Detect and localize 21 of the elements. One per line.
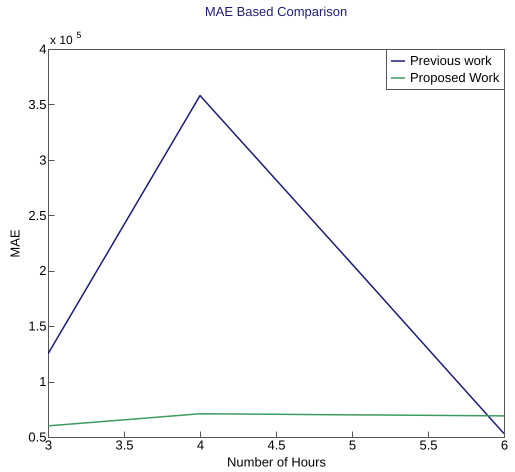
y-tick-label: 3.5 — [28, 96, 46, 112]
y-tick-label: 4 — [39, 42, 46, 56]
x-axis-title: Number of Hours — [227, 454, 326, 470]
chart-title: MAE Based Comparison — [204, 4, 348, 19]
x-tick-label: 5.5 — [419, 438, 438, 452]
y-tick-label: 0.5 — [28, 430, 46, 444]
y-axis-title: MAE — [7, 229, 22, 258]
x-tick-label: 4 — [196, 438, 204, 452]
line-series — [48, 94, 504, 434]
y-tick-label: 2.5 — [28, 208, 46, 223]
y-tick-label: 1 — [39, 374, 46, 390]
y-tick-label: 3 — [39, 152, 46, 168]
x-tick-label: 4.5 — [267, 438, 286, 452]
line-series — [48, 412, 504, 427]
y-tick-label: 1.5 — [28, 318, 46, 334]
x-tick-label: 6 — [500, 438, 508, 452]
x-tick-label: 5 — [348, 438, 356, 452]
legend-label: Previous work — [410, 53, 492, 68]
legend-label: Proposed Work — [410, 70, 500, 85]
x-tick-label: 3.5 — [115, 438, 134, 452]
y-tick-label: 2 — [39, 263, 46, 278]
